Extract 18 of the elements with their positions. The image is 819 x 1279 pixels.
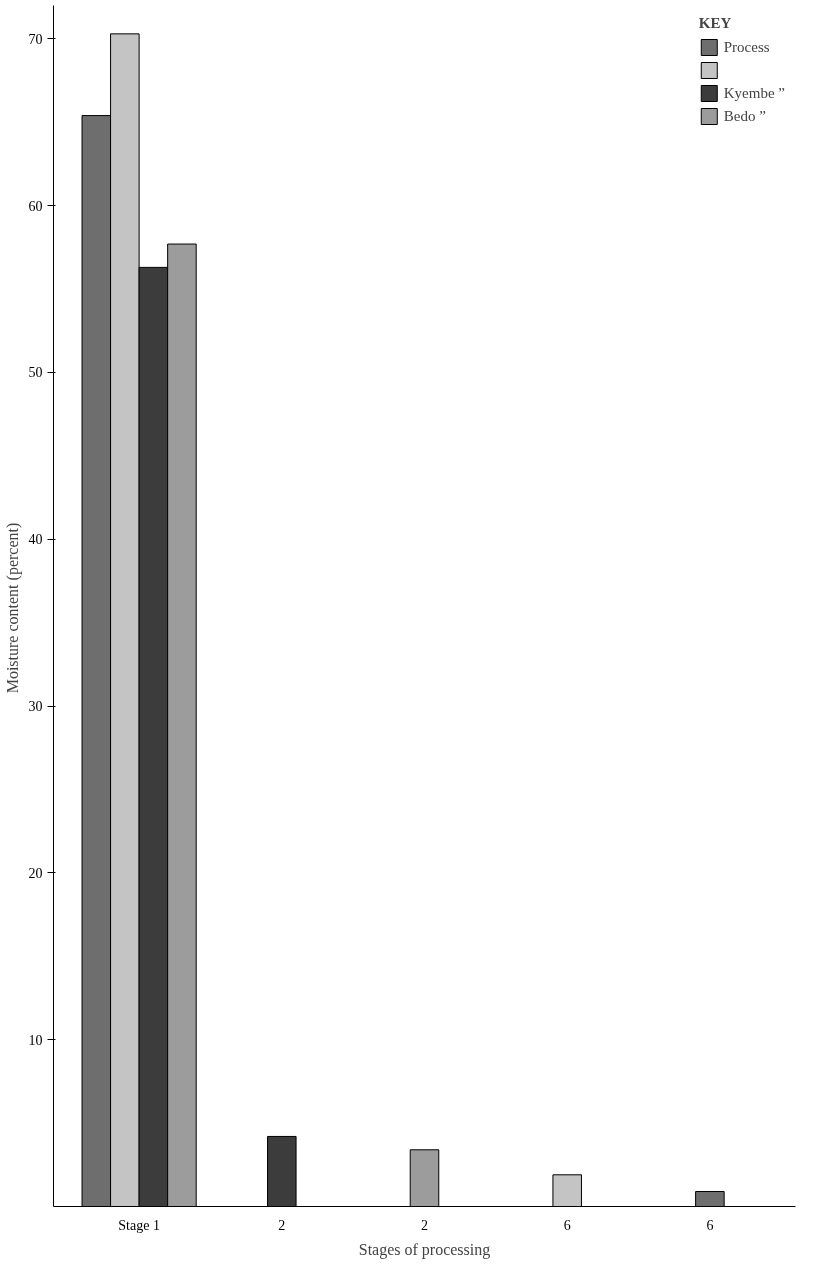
x-tick-label: Stage 1 (118, 1217, 160, 1233)
x-tick-label: 2 (421, 1217, 428, 1233)
legend-label: Process (723, 38, 770, 56)
x-tick-label: 6 (706, 1217, 714, 1233)
y-tick-label: 40 (28, 532, 43, 548)
y-tick-label: 10 (28, 1032, 43, 1048)
y-tick-label: 50 (28, 365, 43, 381)
y-tick-label: 30 (28, 699, 43, 715)
legend-label: Bedo ” (723, 107, 766, 125)
y-tick-label: 60 (28, 198, 43, 214)
x-tick-label: 6 (563, 1217, 571, 1233)
x-axis-title: Stages of processing (358, 1240, 491, 1259)
y-axis-title: Moisture content (percent) (3, 522, 22, 694)
x-tick-label: 2 (278, 1217, 286, 1233)
y-tick-label: 20 (28, 865, 43, 881)
legend-label: Kyembe ” (723, 84, 785, 102)
legend-title: KEY (698, 15, 733, 32)
y-tick-label: 70 (28, 31, 43, 47)
